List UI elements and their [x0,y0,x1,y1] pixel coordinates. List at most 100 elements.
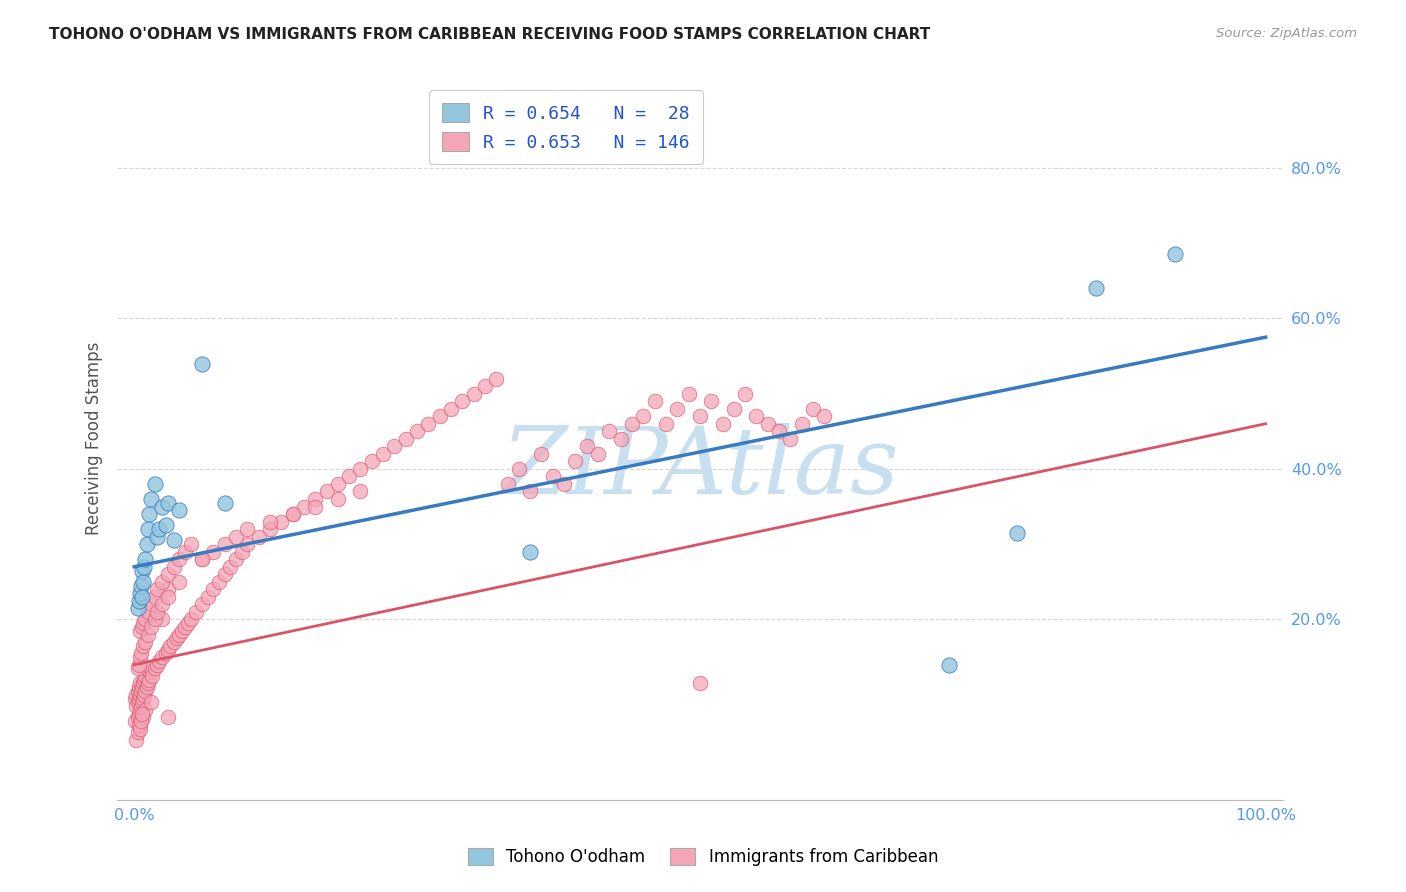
Text: Source: ZipAtlas.com: Source: ZipAtlas.com [1216,27,1357,40]
Point [598,424,620,438]
Point [128,593,150,607]
Point [129,714,152,728]
Point [148,522,170,536]
Point [136,627,159,641]
Point [138,507,160,521]
Point [360,454,382,468]
Point [128,624,150,638]
Point [127,661,149,675]
Point [219,559,242,574]
Point [485,371,508,385]
Point [131,564,153,578]
Point [191,552,214,566]
Point [128,722,150,736]
Point [127,710,149,724]
Point [134,635,156,649]
Point [134,673,156,687]
Point [689,409,711,424]
Point [214,567,236,582]
Point [463,386,485,401]
Point [938,657,960,672]
Point [157,590,180,604]
Point [148,654,170,668]
Point [225,530,247,544]
Point [143,477,166,491]
Point [163,533,186,548]
Point [236,537,259,551]
Point [128,676,150,690]
Text: ZIPAtlas: ZIPAtlas [501,423,898,513]
Point [146,657,169,672]
Point [132,639,155,653]
Point [270,515,292,529]
Point [139,598,162,612]
Point [131,706,153,721]
Point [128,650,150,665]
Point [768,424,790,438]
Point [129,699,152,714]
Point [136,522,159,536]
Point [139,661,162,675]
Point [163,559,186,574]
Point [128,718,150,732]
Point [157,642,180,657]
Point [813,409,835,424]
Point [134,684,156,698]
Point [689,676,711,690]
Point [152,650,174,665]
Point [214,496,236,510]
Point [127,695,149,709]
Point [281,507,304,521]
Point [152,574,174,589]
Point [553,477,575,491]
Point [169,627,191,641]
Point [349,462,371,476]
Point [530,447,553,461]
Point [163,635,186,649]
Point [146,605,169,619]
Point [132,691,155,706]
Point [134,552,156,566]
Point [174,620,197,634]
Point [1164,247,1187,261]
Point [159,639,181,653]
Point [129,578,152,592]
Legend: R = 0.654   N =  28, R = 0.653   N = 146: R = 0.654 N = 28, R = 0.653 N = 146 [429,90,703,164]
Point [157,582,180,597]
Point [564,454,586,468]
Point [214,537,236,551]
Point [124,691,146,706]
Point [666,401,689,416]
Point [191,357,214,371]
Point [155,646,177,660]
Point [349,484,371,499]
Point [129,646,152,660]
Point [125,733,148,747]
Point [519,545,541,559]
Point [678,386,700,401]
Point [406,424,429,438]
Point [711,417,734,431]
Point [745,409,768,424]
Point [575,439,598,453]
Point [143,661,166,675]
Point [202,582,225,597]
Point [174,545,197,559]
Point [166,632,188,646]
Point [128,703,150,717]
Point [128,688,150,702]
Point [644,394,666,409]
Point [633,409,655,424]
Point [1084,281,1107,295]
Point [129,684,152,698]
Point [586,447,609,461]
Point [138,673,160,687]
Point [180,537,202,551]
Point [208,574,231,589]
Point [326,491,349,506]
Point [125,688,148,702]
Point [131,680,153,694]
Point [157,710,180,724]
Point [236,522,259,536]
Point [508,462,530,476]
